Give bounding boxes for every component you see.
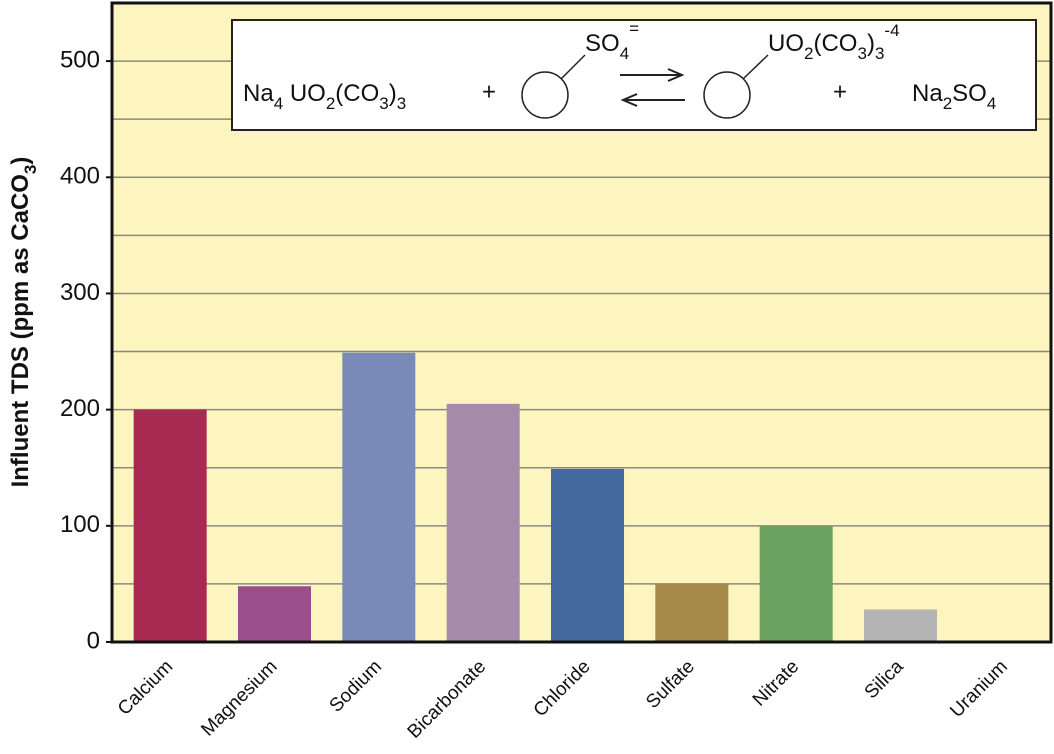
x-tick-label: Magnesium	[197, 656, 281, 740]
reactant: Na4 UO2(CO3)3	[243, 80, 406, 113]
plot-border	[110, 1, 1053, 644]
y-label-sub: 3	[21, 165, 40, 174]
equation-box: Na4 UO2(CO3)3 + SO4= UO2(CO3)3-4 + Na2SO…	[231, 19, 1037, 131]
equation-part: -4	[884, 21, 899, 40]
equation-part: 3	[397, 94, 406, 113]
bar	[863, 609, 938, 642]
equation-part: Na	[243, 80, 274, 107]
equation-part: UO	[768, 30, 804, 57]
resin-bead	[703, 71, 751, 119]
bond	[742, 54, 769, 80]
resin-bead	[521, 71, 569, 119]
equation-part: (CO	[813, 30, 857, 57]
arrow-head	[667, 68, 685, 82]
equation-part: 2	[943, 94, 952, 113]
bar	[446, 403, 520, 642]
y-tick-label: 500	[60, 46, 100, 73]
x-tick-label: Bicarbonate	[404, 656, 491, 743]
equation-part: Na	[912, 80, 943, 107]
equation-part: )	[867, 30, 875, 57]
equation-part: =	[629, 19, 639, 38]
x-tick-label: Silica	[861, 656, 908, 703]
y-tick-label: 0	[87, 627, 100, 654]
equation-part: SO	[585, 30, 620, 57]
bond	[560, 54, 586, 80]
plus: +	[482, 78, 496, 105]
equation-part: 2	[326, 94, 335, 113]
bar	[342, 352, 416, 642]
x-tick-label: Nitrate	[749, 656, 803, 710]
bars	[133, 352, 938, 642]
y-tick-label: 200	[60, 395, 100, 422]
ion: SO4=	[585, 19, 639, 63]
bar	[133, 409, 207, 642]
equation-part: 4	[274, 94, 283, 113]
arrow-head	[620, 93, 638, 107]
equation-part: 3	[875, 44, 884, 63]
x-tick-label: Sulfate	[642, 656, 699, 713]
equation-part: UO	[283, 80, 326, 107]
y-tick-label: 400	[60, 163, 100, 190]
y-tick-label: 300	[60, 279, 100, 306]
equation-part: (CO	[335, 80, 379, 107]
bar	[237, 586, 312, 642]
bar	[759, 525, 833, 642]
equation-part: )	[389, 80, 397, 107]
equation-part: 4	[987, 94, 996, 113]
equation-part: 4	[620, 44, 629, 63]
x-tick-label: Chloride	[530, 656, 595, 721]
y-label-text: )	[7, 157, 34, 165]
equation-part: 3	[857, 44, 866, 63]
x-tick-label: Uranium	[946, 656, 1012, 722]
plus: +	[833, 78, 847, 105]
product-ion: UO2(CO3)3-4	[768, 21, 900, 63]
y-tick-label: 100	[60, 511, 100, 538]
product: Na2SO4	[912, 80, 996, 113]
bar	[655, 583, 729, 642]
y-axis-label: Influent TDS (ppm as CaCO3)	[7, 157, 40, 488]
x-tick-label: Sodium	[326, 656, 386, 716]
equation-part: 2	[804, 44, 813, 63]
x-tick-label: Calcium	[114, 656, 177, 719]
y-label-text: Influent TDS (ppm as CaCO	[7, 174, 34, 487]
bar	[550, 468, 625, 642]
equation-part: SO	[952, 80, 987, 107]
equation-part: 3	[379, 94, 388, 113]
